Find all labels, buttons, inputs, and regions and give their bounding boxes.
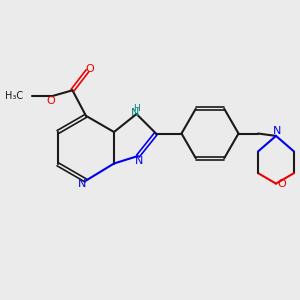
- Text: H: H: [133, 104, 140, 113]
- Text: O: O: [277, 179, 286, 189]
- Text: O: O: [85, 64, 94, 74]
- Text: N: N: [272, 126, 281, 136]
- Text: N: N: [131, 108, 139, 118]
- Text: H₃C: H₃C: [5, 91, 23, 101]
- Text: N: N: [78, 178, 86, 189]
- Text: N: N: [135, 155, 144, 166]
- Text: O: O: [47, 95, 56, 106]
